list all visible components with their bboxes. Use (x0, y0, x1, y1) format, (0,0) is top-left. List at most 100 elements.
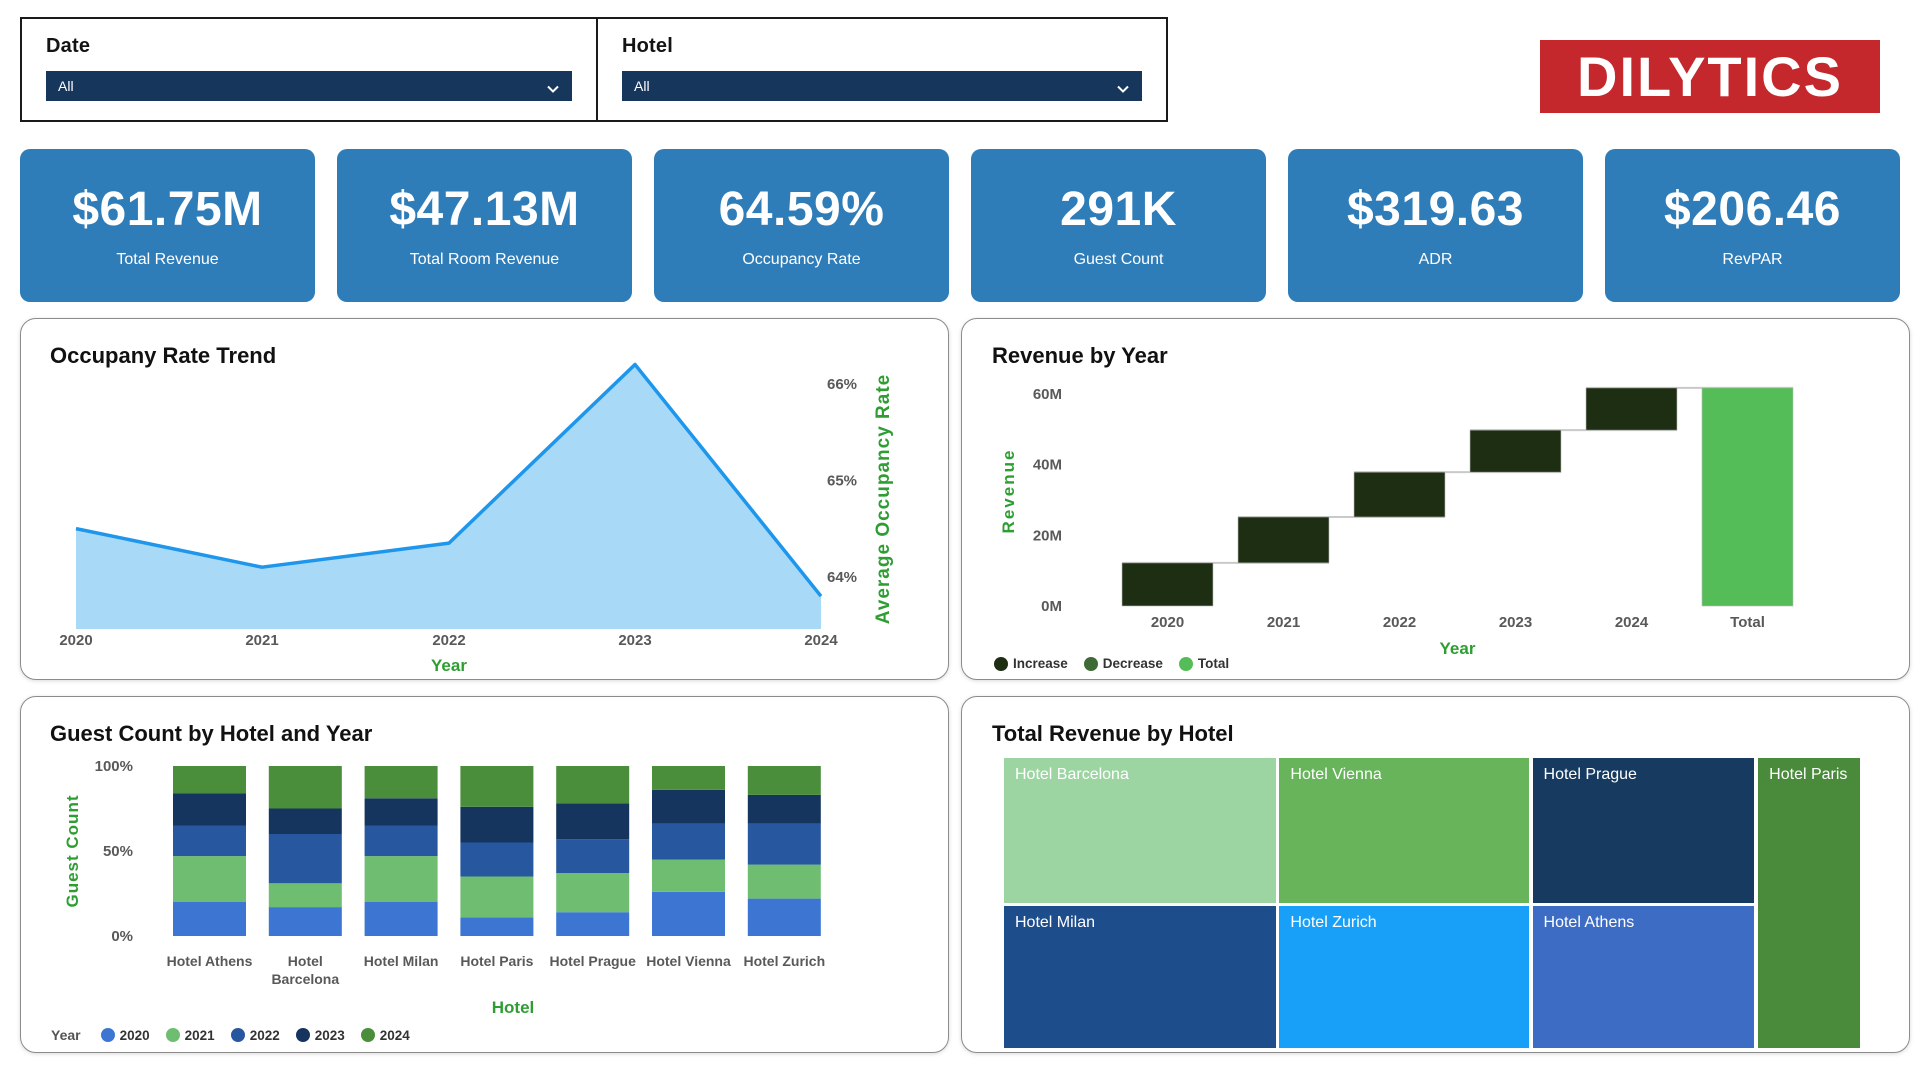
treemap-cell-label: Hotel Paris (1769, 766, 1848, 783)
treemap-cell-label: Hotel Athens (1543, 914, 1635, 932)
waterfall-legend: Increase Decrease Total (994, 656, 1229, 671)
legend-item-2020[interactable]: 2020 (100, 1027, 150, 1043)
stacked-segment-2021-hotel-prague[interactable] (556, 873, 630, 913)
hotel-dropdown[interactable]: All (622, 71, 1142, 101)
waterfall-bar-2021[interactable] (1237, 516, 1330, 564)
kpi-value: 64.59% (718, 183, 885, 236)
x-tick-label: 2023 (618, 632, 651, 649)
kpi-revpar: $206.46 RevPAR (1605, 149, 1900, 302)
stacked-segment-2020-hotel-athens[interactable] (173, 902, 246, 936)
waterfall-bar-2023[interactable] (1469, 429, 1562, 473)
waterfall-bar-2024[interactable] (1585, 387, 1678, 431)
stacked-segment-2023-hotel-vienna[interactable] (652, 789, 725, 824)
x-tick-label: 2020 (1151, 614, 1184, 631)
stacked-segment-2024-hotel-paris[interactable] (460, 766, 534, 807)
chevron-down-icon (1116, 81, 1130, 93)
stacked-segment-2022-hotel-barcelona[interactable] (268, 834, 342, 884)
treemap-cell-hotel-milan[interactable]: Hotel Milan (1003, 905, 1277, 1049)
kpi-label: Total Room Revenue (409, 251, 560, 268)
kpi-value: $206.46 (1663, 183, 1841, 236)
stacked-segment-2023-hotel-prague[interactable] (556, 803, 630, 840)
revenue-by-year-panel: Revenue by Year 2020 2021 2022 2023 2024 Tota… (961, 318, 1910, 680)
stacked-segment-2020-hotel-vienna[interactable] (652, 891, 725, 936)
legend-item-increase[interactable]: Increase (994, 656, 1068, 671)
treemap-cell-hotel-paris[interactable]: Hotel Paris (1757, 757, 1861, 1049)
kpi-value: 291K (1060, 183, 1177, 236)
area-line (75, 362, 823, 598)
legend-dot (230, 1028, 245, 1042)
treemap-cell-hotel-athens[interactable]: Hotel Athens (1531, 905, 1756, 1049)
x-tick-label: Barcelona (271, 971, 339, 987)
waterfall-bar-2020[interactable] (1121, 562, 1214, 607)
stacked-segment-2020-hotel-barcelona[interactable] (268, 907, 342, 936)
y-axis-title: Guest Count (63, 795, 82, 908)
treemap-cell-label: Hotel Vienna (1290, 766, 1382, 783)
stacked-segment-2022-hotel-prague[interactable] (556, 839, 630, 874)
stacked-segment-2024-hotel-barcelona[interactable] (268, 766, 342, 809)
guest-count-legend: Year 2020 2021 2022 2023 2024 (51, 1027, 410, 1043)
treemap-cell-label: Hotel Prague (1543, 766, 1637, 783)
revenue-by-hotel-title: Total Revenue by Hotel (992, 721, 1234, 746)
kpi-label: RevPAR (1722, 251, 1783, 268)
legend-dot (360, 1028, 375, 1042)
stacked-segment-2023-hotel-athens[interactable] (173, 793, 246, 826)
kpi-row: $61.75M Total Revenue $47.13M Total Room… (20, 149, 1900, 302)
stacked-segment-2020-hotel-prague[interactable] (556, 912, 630, 936)
stacked-segment-2022-hotel-athens[interactable] (173, 825, 246, 857)
stacked-segment-2021-hotel-zurich[interactable] (747, 864, 821, 899)
y-tick-label: 64% (827, 569, 857, 586)
stacked-segment-2020-hotel-zurich[interactable] (747, 898, 821, 936)
legend-item-2023[interactable]: 2023 (295, 1027, 345, 1043)
treemap-cell-label: Hotel Barcelona (1015, 766, 1129, 783)
legend-label: 2023 (314, 1027, 345, 1043)
stacked-segment-2024-hotel-zurich[interactable] (747, 766, 821, 795)
legend-item-2022[interactable]: 2022 (230, 1028, 280, 1043)
stacked-segment-2021-hotel-barcelona[interactable] (268, 883, 342, 908)
stacked-segment-2021-hotel-paris[interactable] (460, 876, 534, 918)
stacked-segment-2024-hotel-vienna[interactable] (652, 766, 725, 790)
stacked-segment-2023-hotel-barcelona[interactable] (268, 808, 342, 835)
stacked-segment-2024-hotel-milan[interactable] (364, 766, 438, 799)
guest-count-title: Guest Count by Hotel and Year (50, 721, 373, 746)
x-tick-label: 2024 (804, 632, 838, 649)
stacked-segment-2022-hotel-paris[interactable] (460, 842, 534, 877)
x-tick-label: Hotel Zurich (743, 953, 825, 969)
waterfall-bar-2022[interactable] (1353, 471, 1446, 518)
legend-label: Total (1197, 656, 1230, 671)
y-tick-label: 40M (1033, 457, 1062, 474)
treemap-cell-hotel-vienna[interactable]: Hotel Vienna (1278, 757, 1530, 904)
y-tick-label: 100% (95, 758, 133, 775)
legend-label: 2020 (119, 1027, 150, 1043)
x-tick-label: Total (1730, 614, 1765, 631)
treemap-cell-hotel-prague[interactable]: Hotel Prague (1531, 757, 1756, 904)
stacked-segment-2023-hotel-paris[interactable] (460, 806, 534, 843)
stacked-segment-2023-hotel-milan[interactable] (364, 798, 438, 826)
y-axis-title: Revenue (999, 449, 1018, 534)
hotel-slicer: Hotel All (596, 19, 1166, 120)
stacked-segment-2021-hotel-athens[interactable] (173, 856, 246, 902)
legend-dot (994, 656, 1008, 671)
date-dropdown-value: All (58, 78, 74, 94)
stacked-segment-2022-hotel-milan[interactable] (364, 825, 438, 857)
legend-item-decrease[interactable]: Decrease (1083, 656, 1163, 671)
treemap-cell-hotel-zurich[interactable]: Hotel Zurich (1278, 905, 1530, 1049)
kpi-value: $47.13M (389, 183, 580, 236)
stacked-segment-2020-hotel-milan[interactable] (364, 902, 438, 936)
x-tick-label: Hotel Prague (550, 953, 637, 969)
legend-item-2021[interactable]: 2021 (165, 1028, 215, 1043)
stacked-segment-2024-hotel-athens[interactable] (173, 766, 246, 794)
legend-item-2024[interactable]: 2024 (360, 1028, 410, 1043)
legend-item-total[interactable]: Total (1178, 656, 1230, 671)
stacked-segment-2021-hotel-vienna[interactable] (652, 859, 725, 892)
stacked-segment-2023-hotel-zurich[interactable] (747, 794, 821, 824)
stacked-segment-2022-hotel-zurich[interactable] (747, 823, 821, 865)
stacked-segment-2024-hotel-prague[interactable] (556, 766, 630, 804)
stacked-segment-2022-hotel-vienna[interactable] (652, 823, 725, 860)
stacked-segment-2020-hotel-paris[interactable] (460, 917, 534, 936)
stacked-segment-2021-hotel-milan[interactable] (364, 856, 438, 902)
area-series[interactable] (76, 364, 821, 630)
date-dropdown[interactable]: All (46, 71, 572, 101)
treemap-cell-hotel-barcelona[interactable]: Hotel Barcelona (1003, 757, 1277, 904)
kpi-adr: $319.63 ADR (1288, 149, 1583, 302)
waterfall-bar-Total[interactable] (1701, 387, 1794, 607)
